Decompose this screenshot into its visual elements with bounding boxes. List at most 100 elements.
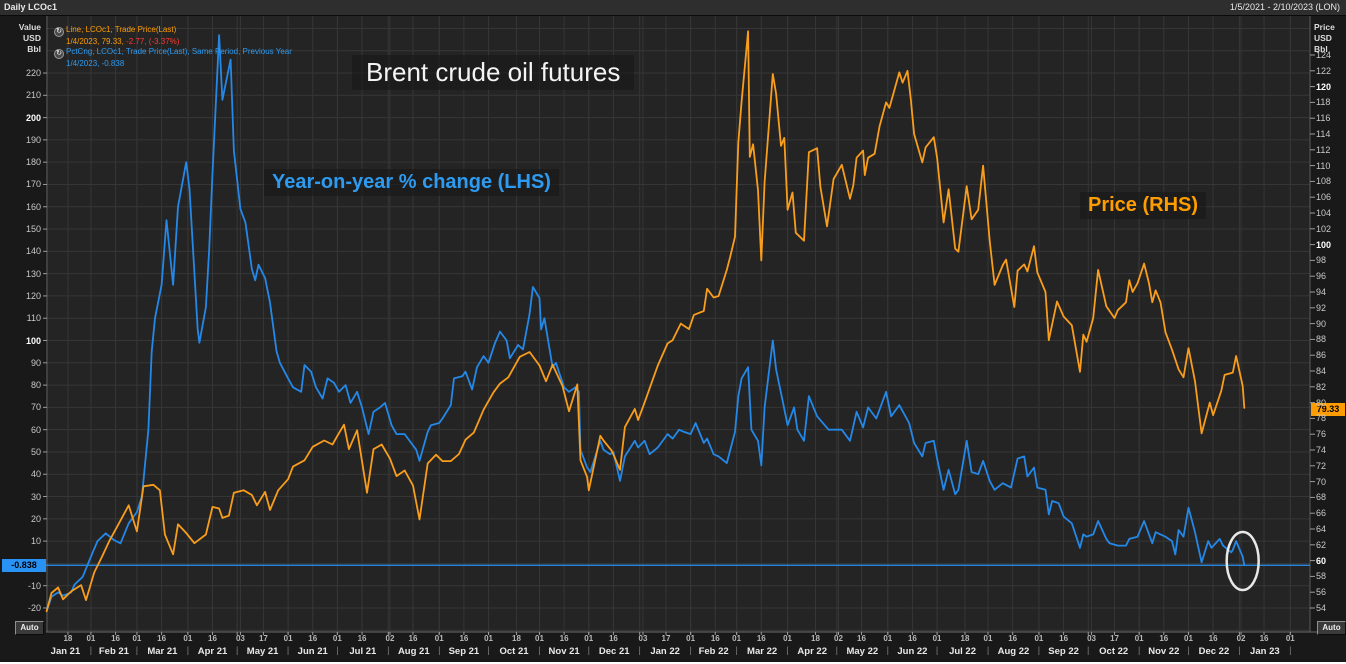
month-separator: | xyxy=(886,645,889,655)
day-tick-label: 01 xyxy=(332,634,342,643)
right-axis-tick: 102 xyxy=(1316,223,1332,234)
right-axis-tick: 94 xyxy=(1316,287,1327,297)
month-separator: | xyxy=(689,645,692,655)
left-axis-tick: 220 xyxy=(25,68,41,79)
left-axis-tick: 50 xyxy=(30,446,41,457)
legend-row-price-name[interactable]: ↻ Line, LCOc1, Trade Price(Last) xyxy=(54,25,292,37)
month-separator: | xyxy=(286,645,290,655)
right-axis-tick: 62 xyxy=(1316,539,1327,550)
right-axis-tick: 56 xyxy=(1316,587,1327,598)
right-axis-tick: 68 xyxy=(1316,492,1327,503)
day-tick-label: 16 xyxy=(157,634,167,643)
month-label: Dec 22 xyxy=(1198,646,1230,657)
right-axis-tick: 108 xyxy=(1316,176,1332,187)
month-label: Apr 22 xyxy=(797,646,827,657)
legend-row-pctchg-value: 1/4/2023, -0.838 xyxy=(66,59,125,68)
chart-legend: ↻ Line, LCOc1, Trade Price(Last) 1/4/2023… xyxy=(54,25,292,69)
day-tick-label: 16 xyxy=(459,634,469,643)
day-tick-label: 16 xyxy=(1059,634,1069,643)
left-axis-tick: 180 xyxy=(25,157,41,168)
month-label: Mar 22 xyxy=(747,646,778,657)
month-label: Mar 21 xyxy=(147,646,178,657)
auto-scale-button-right[interactable]: Auto xyxy=(1317,621,1346,635)
month-label: Dec 21 xyxy=(598,646,630,657)
month-separator: | xyxy=(1037,645,1041,655)
month-separator: | xyxy=(786,645,789,655)
security-title: Daily LCOc1 xyxy=(4,2,58,12)
right-axis-tick: 120 xyxy=(1316,81,1332,92)
right-axis-tick: 104 xyxy=(1316,208,1332,218)
month-label: Aug 21 xyxy=(397,646,430,657)
day-tick-label: 01 xyxy=(283,634,293,643)
month-separator: | xyxy=(1137,645,1141,655)
left-axis-tick: 110 xyxy=(26,313,41,324)
right-axis-tick: 106 xyxy=(1316,192,1332,203)
day-tick-label: 01 xyxy=(783,634,793,643)
lhs-series-label: Year-on-year % change (LHS) xyxy=(264,169,559,196)
month-separator: | xyxy=(1289,645,1292,655)
right-axis-tick: 60 xyxy=(1316,555,1327,566)
month-separator: | xyxy=(538,645,541,655)
month-label: Feb 21 xyxy=(98,646,129,657)
month-label: Oct 22 xyxy=(1099,646,1129,657)
month-label: Jan 22 xyxy=(650,646,680,657)
right-axis-tick: 54 xyxy=(1316,603,1327,613)
month-separator: | xyxy=(735,645,738,655)
day-tick-label: 16 xyxy=(756,634,766,643)
month-label: Sep 21 xyxy=(448,646,480,657)
left-axis-tick: 170 xyxy=(25,179,41,190)
right-axis-tick: 64 xyxy=(1316,524,1327,534)
left-axis-tick: 140 xyxy=(25,246,41,257)
legend-row-price-value: 1/4/2023, 79.33, -2.77, (-3.37%) xyxy=(66,37,180,46)
right-axis-tick: 112 xyxy=(1316,144,1331,155)
day-tick-label: 18 xyxy=(63,634,73,643)
month-separator: | xyxy=(235,645,239,655)
right-axis-tick: 122 xyxy=(1316,65,1332,76)
right-axis-tick: 98 xyxy=(1316,255,1327,266)
month-separator: | xyxy=(1187,645,1190,655)
month-separator: | xyxy=(835,645,839,655)
day-tick-label: 01 xyxy=(1184,634,1193,643)
day-tick-label: 16 xyxy=(408,634,418,643)
month-label: Nov 21 xyxy=(548,646,580,657)
left-axis-tick: 10 xyxy=(30,536,41,547)
day-tick-label: 17 xyxy=(258,634,268,643)
month-separator: | xyxy=(438,645,441,655)
month-separator: | xyxy=(935,645,939,655)
last-value-badge-pctchg: -0.838 xyxy=(2,559,46,572)
series-toggle-icon[interactable]: ↻ xyxy=(54,27,64,37)
left-axis-tick: 60 xyxy=(30,424,41,435)
right-axis-tick: 88 xyxy=(1316,334,1327,345)
day-tick-label: 01 xyxy=(883,634,893,643)
month-separator: | xyxy=(387,645,390,655)
yoy-change-line xyxy=(45,34,1246,613)
legend-row-pctchg-name[interactable]: ↻ PctCng, LCOc1, Trade Price(Last), Same … xyxy=(54,47,292,59)
month-label: Jun 21 xyxy=(297,646,328,657)
month-separator: | xyxy=(186,645,190,655)
month-label: Aug 22 xyxy=(997,646,1030,657)
day-tick-label: 01 xyxy=(535,634,544,643)
plot-area[interactable] xyxy=(46,16,1310,632)
left-axis-tick: 20 xyxy=(30,513,41,524)
day-tick-label: 16 xyxy=(208,634,217,643)
chart-titlebar: Daily LCOc1 1/5/2021 - 2/10/2023 (LON) xyxy=(0,0,1346,16)
right-axis-tick: 92 xyxy=(1316,302,1327,313)
left-axis-tick: 160 xyxy=(25,201,41,212)
day-tick-label: 16 xyxy=(1008,634,1018,643)
left-axis-tick: 80 xyxy=(30,380,41,391)
day-tick-label: 18 xyxy=(512,634,521,643)
day-tick-label: 01 xyxy=(183,634,193,643)
day-tick-label: 18 xyxy=(960,634,970,643)
month-label: Oct 21 xyxy=(499,646,529,657)
left-axis-tick: -10 xyxy=(27,580,41,591)
auto-scale-button-left[interactable]: Auto xyxy=(15,621,44,635)
left-axis-tick: -20 xyxy=(27,602,41,613)
month-separator: | xyxy=(1238,645,1241,655)
day-tick-label: 01 xyxy=(1134,634,1144,643)
day-tick-label: 01 xyxy=(434,634,444,643)
series-toggle-icon[interactable]: ↻ xyxy=(54,49,64,59)
month-separator: | xyxy=(487,645,490,655)
day-tick-label: 16 xyxy=(357,634,367,643)
